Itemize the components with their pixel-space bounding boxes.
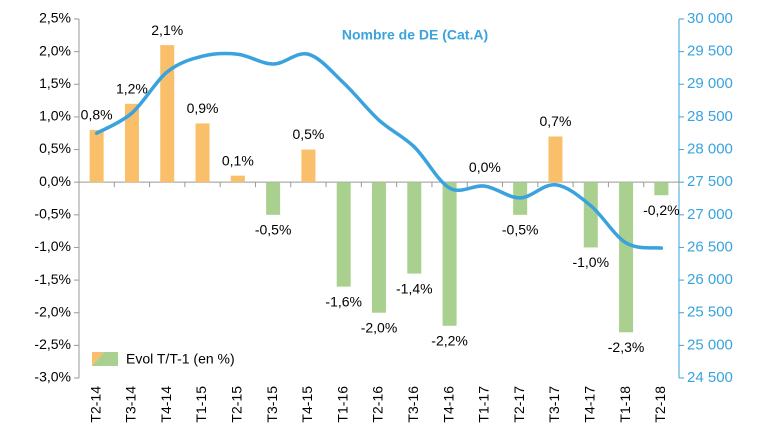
value-label: 0,0% <box>469 159 501 175</box>
y-tick-label: 2,0% <box>39 42 71 58</box>
bar <box>407 182 422 274</box>
bar <box>301 149 316 183</box>
x-tick-label: T3-15 <box>264 386 280 423</box>
y-tick-label: -1,0% <box>34 238 71 254</box>
value-label: -0,5% <box>255 222 292 238</box>
y-tick-label: 2,5% <box>39 10 71 26</box>
x-tick-label: T4-15 <box>299 386 315 423</box>
legend-swatch <box>92 352 104 366</box>
bar <box>124 103 139 183</box>
bar <box>160 45 175 183</box>
bar <box>195 123 210 183</box>
bar <box>336 182 351 287</box>
value-label: -1,4% <box>396 280 433 296</box>
y2-tick-label: 27 500 <box>687 173 733 190</box>
y2-tick-label: 29 000 <box>687 75 733 92</box>
legend-label: Evol T/T-1 (en %) <box>126 351 235 367</box>
line <box>94 51 664 250</box>
y2-tick-label: 25 500 <box>687 304 733 321</box>
legend-swatch <box>104 352 118 366</box>
x-tick-label: T4-16 <box>440 386 456 423</box>
value-label: 0,7% <box>540 113 572 129</box>
y2-tick-label: 29 500 <box>687 43 733 60</box>
x-tick-label: T2-14 <box>87 386 103 423</box>
bar <box>89 129 104 183</box>
y2-tick-label: 30 000 <box>687 10 733 27</box>
y-tick-label: -2,0% <box>34 303 71 319</box>
y-tick-label: -3,0% <box>34 369 71 385</box>
value-label: 0,9% <box>187 100 219 116</box>
x-tick-label: T4-17 <box>581 386 597 423</box>
y2-tick-label: 28 000 <box>687 141 733 158</box>
value-label: -0,5% <box>502 222 539 238</box>
y-tick-label: 0,0% <box>39 173 71 189</box>
bar <box>442 182 457 326</box>
value-label: -0,2% <box>643 202 680 218</box>
x-tick-label: T2-16 <box>370 386 386 423</box>
bar <box>583 182 598 248</box>
y-tick-label: -2,5% <box>34 336 71 352</box>
y-tick-label: 1,5% <box>39 75 71 91</box>
y2-tick-label: 28 500 <box>687 108 733 125</box>
x-tick-label: T2-15 <box>229 386 245 423</box>
bar <box>548 136 563 183</box>
value-label: -1,6% <box>325 293 362 309</box>
x-tick-label: T2-17 <box>511 386 527 423</box>
value-label: 0,1% <box>222 152 254 168</box>
value-label: -2,0% <box>361 319 398 335</box>
bar <box>372 182 386 313</box>
value-label: 0,8% <box>81 107 113 123</box>
x-tick-label: T3-17 <box>546 386 562 423</box>
x-tick-label: T1-15 <box>193 386 209 423</box>
x-tick-label: T1-18 <box>617 386 633 423</box>
y2-tick-label: 24 500 <box>687 369 733 386</box>
x-tick-label: T3-16 <box>405 386 421 423</box>
bar <box>619 182 634 333</box>
y-tick-label: 0,5% <box>39 140 71 156</box>
x-tick-label: T1-17 <box>476 386 492 423</box>
y-tick-label: -1,5% <box>34 271 71 287</box>
value-label: 2,1% <box>151 22 183 38</box>
value-label: -1,0% <box>572 254 609 270</box>
x-tick-label: T2-18 <box>652 386 668 423</box>
value-label: -2,3% <box>608 339 645 355</box>
value-label: -2,2% <box>431 332 468 348</box>
bar <box>654 182 669 196</box>
line-series-name: Nombre de DE (Cat.A) <box>342 27 488 43</box>
x-tick-label: T1-16 <box>334 386 350 423</box>
y2-tick-label: 26 000 <box>687 271 733 288</box>
x-tick-label: T3-14 <box>123 386 139 423</box>
y-tick-label: 1,0% <box>39 108 71 124</box>
y-tick-label: -0,5% <box>34 206 71 222</box>
value-label: 1,2% <box>116 81 148 97</box>
y2-tick-label: 26 500 <box>687 238 733 255</box>
bar <box>266 182 281 215</box>
y2-tick-label: 25 000 <box>687 336 733 353</box>
y2-tick-label: 27 000 <box>687 206 733 223</box>
value-label: 0,5% <box>292 126 324 142</box>
x-tick-label: T4-14 <box>158 386 174 423</box>
bar <box>230 175 245 183</box>
